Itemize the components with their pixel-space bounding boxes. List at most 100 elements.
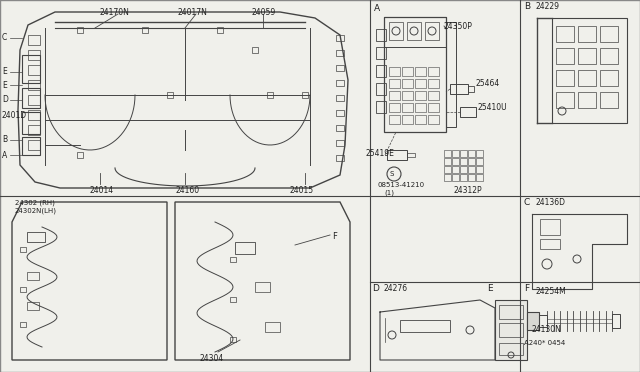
Bar xyxy=(425,22,439,40)
Bar xyxy=(452,150,459,157)
Bar xyxy=(336,65,344,71)
Bar xyxy=(20,322,26,327)
Text: 25419E: 25419E xyxy=(365,148,394,157)
Bar xyxy=(230,337,236,342)
Bar xyxy=(444,174,451,181)
Bar xyxy=(389,115,400,124)
Bar xyxy=(77,152,83,158)
Bar xyxy=(336,155,344,161)
Bar xyxy=(376,83,386,95)
Bar xyxy=(444,166,451,173)
Bar xyxy=(415,103,426,112)
Bar xyxy=(302,92,308,98)
Bar xyxy=(468,174,475,181)
Bar xyxy=(578,70,596,86)
Bar xyxy=(428,91,439,100)
Bar xyxy=(600,70,618,86)
Bar xyxy=(28,50,40,60)
Text: E: E xyxy=(2,80,7,90)
Bar xyxy=(336,95,344,101)
Bar xyxy=(407,22,421,40)
Bar xyxy=(452,174,459,181)
Text: 24059: 24059 xyxy=(252,8,276,17)
Bar xyxy=(460,166,467,173)
Bar xyxy=(389,67,400,76)
Bar xyxy=(452,158,459,165)
Bar xyxy=(476,174,483,181)
Bar xyxy=(428,103,439,112)
Bar xyxy=(499,305,523,319)
Bar xyxy=(265,322,280,332)
Bar xyxy=(556,48,574,64)
Bar xyxy=(22,88,40,108)
Bar xyxy=(230,297,236,302)
Bar xyxy=(336,125,344,131)
Bar xyxy=(460,150,467,157)
Bar xyxy=(468,166,475,173)
Bar xyxy=(402,91,413,100)
Bar xyxy=(28,140,40,150)
Bar xyxy=(444,150,451,157)
Bar xyxy=(28,35,40,45)
Bar xyxy=(255,282,270,292)
Bar xyxy=(400,320,450,332)
Text: 24276: 24276 xyxy=(384,284,408,293)
Bar xyxy=(217,27,223,33)
Bar xyxy=(540,239,560,249)
Bar xyxy=(476,166,483,173)
Text: 24350P: 24350P xyxy=(444,22,473,31)
Bar xyxy=(336,110,344,116)
Bar xyxy=(428,115,439,124)
Bar xyxy=(142,27,148,33)
Bar xyxy=(389,22,403,40)
Bar xyxy=(600,92,618,108)
Bar xyxy=(28,125,40,135)
Bar xyxy=(556,70,574,86)
Bar xyxy=(407,153,415,157)
Bar xyxy=(387,150,407,160)
Text: 24170N: 24170N xyxy=(100,8,130,17)
Bar xyxy=(476,158,483,165)
Bar xyxy=(527,312,539,330)
Text: (1): (1) xyxy=(384,190,394,196)
Bar xyxy=(376,65,386,77)
Bar xyxy=(556,92,574,108)
Text: 24160: 24160 xyxy=(175,186,199,195)
Bar xyxy=(336,140,344,146)
Text: S: S xyxy=(390,171,394,177)
Text: A240* 0454: A240* 0454 xyxy=(524,340,565,346)
Bar xyxy=(444,158,451,165)
Bar xyxy=(495,300,527,360)
Text: B: B xyxy=(2,135,7,144)
Text: 24312P: 24312P xyxy=(454,186,483,195)
Bar xyxy=(468,158,475,165)
Bar xyxy=(22,112,40,134)
Bar xyxy=(402,115,413,124)
Bar xyxy=(556,26,574,42)
Bar xyxy=(402,103,413,112)
Bar xyxy=(402,79,413,88)
Bar xyxy=(415,115,426,124)
Bar xyxy=(20,247,26,252)
Text: 24014: 24014 xyxy=(90,186,114,195)
Bar xyxy=(235,242,255,254)
Text: 24302 (RH): 24302 (RH) xyxy=(15,200,55,206)
Text: A: A xyxy=(374,4,380,13)
Text: 24130N: 24130N xyxy=(531,326,561,334)
Bar xyxy=(452,166,459,173)
Bar xyxy=(27,272,39,280)
Bar xyxy=(28,80,40,90)
Text: 25410U: 25410U xyxy=(478,103,508,112)
Text: E: E xyxy=(2,67,7,77)
Text: B: B xyxy=(524,2,530,11)
Bar xyxy=(336,50,344,56)
Text: 24254M: 24254M xyxy=(536,287,567,296)
Bar xyxy=(539,315,547,327)
Bar xyxy=(28,65,40,75)
Bar xyxy=(460,174,467,181)
Bar xyxy=(600,26,618,42)
Text: F: F xyxy=(524,284,529,293)
Text: C: C xyxy=(524,198,531,207)
Text: E: E xyxy=(487,284,493,293)
Bar xyxy=(468,86,474,92)
